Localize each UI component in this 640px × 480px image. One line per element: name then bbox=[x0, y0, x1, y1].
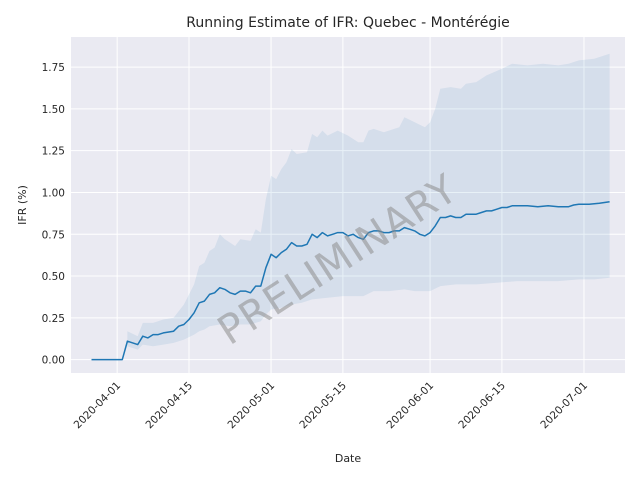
ifr-line bbox=[91, 200, 610, 361]
y-tick-label: 1.50 bbox=[42, 104, 65, 116]
y-tick-label: 0.00 bbox=[42, 355, 65, 367]
y-axis-ticks: 0.00 0.25 0.50 0.75 1.00 1.25 1.50 1.75 bbox=[42, 62, 65, 367]
y-tick-label: 1.00 bbox=[42, 187, 65, 199]
y-tick-label: 0.25 bbox=[42, 313, 65, 325]
chart-title: Running Estimate of IFR: Quebec - Montér… bbox=[186, 15, 509, 31]
y-tick-label: 1.25 bbox=[42, 146, 65, 158]
y-tick-label: 0.75 bbox=[42, 229, 65, 241]
plot-area bbox=[71, 37, 625, 373]
confidence-band bbox=[127, 53, 610, 350]
y-tick-label: 0.50 bbox=[42, 271, 65, 283]
y-tick-label: 1.75 bbox=[42, 62, 65, 74]
y-axis-label: IFR (%) bbox=[16, 185, 29, 225]
x-axis-label: Date bbox=[335, 452, 362, 465]
grid-lines bbox=[71, 37, 625, 373]
